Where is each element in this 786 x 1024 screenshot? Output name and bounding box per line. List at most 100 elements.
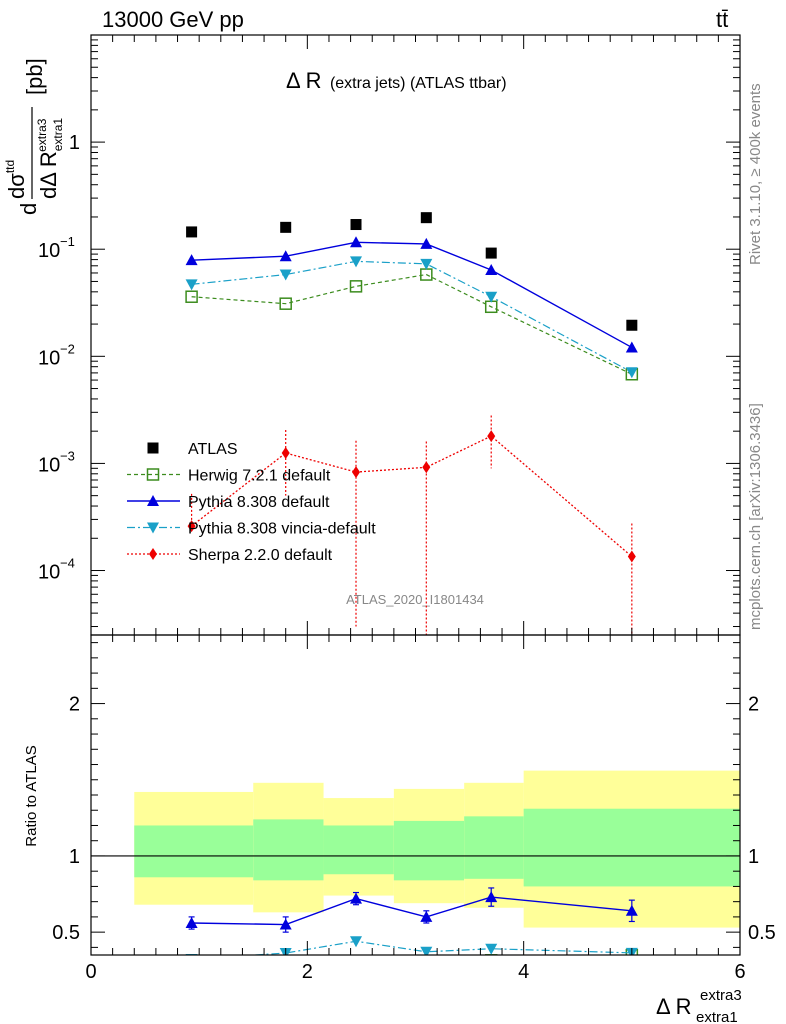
- series-pythia: [185, 236, 638, 353]
- point-atlas-4: [485, 247, 497, 259]
- point-sherpa-0: [187, 520, 196, 533]
- series-atlas: [186, 212, 638, 331]
- ratio-point-vincia-3: [420, 946, 433, 955]
- x-label-sub: extra1: [696, 1009, 738, 1024]
- y-tick-exp-3: −3: [60, 448, 75, 463]
- legend-entry-atlas: ATLAS: [147, 441, 238, 458]
- point-sherpa-5: [627, 550, 636, 563]
- title-main: Δ R: [286, 68, 321, 93]
- y-tick-label-0: 1: [69, 132, 80, 154]
- point-sherpa-2: [352, 466, 361, 479]
- ratio-point-pythia-5: [625, 904, 638, 916]
- ratio-point-pythia-2: [350, 892, 363, 904]
- x-axis-label: Δ R: [656, 994, 691, 1019]
- main-series: [185, 212, 639, 635]
- ratio-band-green-4: [464, 816, 524, 879]
- series-vincia: [185, 256, 638, 379]
- ratio-point-herwig-3: [421, 958, 432, 969]
- ratio-band-green-3: [393, 820, 465, 881]
- legend-label-sherpa: Sherpa 2.2.0 default: [188, 547, 333, 564]
- point-sherpa-3: [422, 461, 431, 474]
- y-label-d: d: [16, 203, 41, 215]
- main-frame: [90, 34, 741, 636]
- y-axis-label: d dσttd dΔ Rextra1extra3 [pb]: [3, 58, 65, 215]
- y-label-denominator: dΔ Rextra1extra3: [35, 118, 65, 199]
- point-pythia-4: [485, 263, 498, 275]
- y-label-numerator: dσttd: [3, 160, 29, 199]
- ratio-series-vincia: [185, 936, 638, 955]
- ratio-series-clipped: [185, 887, 639, 984]
- ratio-band-green-5: [523, 808, 740, 887]
- ratio-axis-label: Ratio to ATLAS: [23, 745, 40, 846]
- ratio-line-herwig: [619, 954, 632, 955]
- point-vincia-2: [350, 256, 363, 268]
- ratio-tick-label-right-0: 0.5: [748, 922, 776, 944]
- series-herwig: [185, 268, 639, 381]
- ratio-point-herwig-2: [351, 962, 362, 973]
- ratio-tick-label-left-2: 2: [69, 694, 80, 716]
- ratio-bands: [91, 770, 740, 928]
- series-sherpa: [187, 415, 636, 635]
- y-label-den-text: dΔ R: [36, 151, 61, 199]
- point-vincia-5: [625, 367, 638, 379]
- ratio-point-herwig-1: [280, 973, 291, 984]
- point-pythia-3: [420, 237, 433, 249]
- point-sherpa-1: [281, 447, 290, 460]
- ratio-series: [185, 887, 639, 984]
- x-tick-label-0: 0: [85, 961, 96, 983]
- ratio-series-pythia: [185, 887, 638, 933]
- legend-marker-vincia: [147, 522, 159, 534]
- ratio-tick-label-left-1: 1: [69, 846, 80, 868]
- y-tick-label-1: 10: [38, 240, 60, 262]
- analysis-id: ATLAS_2020_I1801434: [346, 592, 484, 607]
- legend-entry-pythia: Pythia 8.308 default: [127, 494, 330, 511]
- point-atlas-1: [280, 221, 292, 233]
- ratio-point-vincia-2: [350, 936, 363, 948]
- x-tick-label-2: 4: [518, 961, 529, 983]
- ratio-point-pythia-0: [185, 917, 198, 928]
- line-pythia: [191, 241, 633, 349]
- y-tick-label-4: 10: [38, 562, 60, 584]
- ratio-point-pythia-1: [279, 918, 292, 930]
- point-atlas-2: [350, 219, 362, 231]
- ratio-band-green-2: [323, 825, 394, 875]
- point-herwig-2: [349, 280, 363, 293]
- legend-marker-herwig: [146, 468, 160, 481]
- rivet-version: Rivet 3.1.10, ≥ 400k events: [747, 83, 764, 265]
- point-pythia-0: [185, 254, 198, 266]
- ratio-point-pythia-4: [485, 891, 498, 903]
- x-label-sup: extra3: [700, 987, 742, 1004]
- legend-entry-herwig: Herwig 7.2.1 default: [127, 468, 331, 485]
- y-label-den-sub: extra1: [51, 118, 65, 152]
- point-vincia-1: [279, 269, 292, 281]
- point-vincia-3: [420, 258, 433, 270]
- ratio-band-green-0: [134, 825, 254, 878]
- y-label-num-sup: ttd: [3, 160, 17, 173]
- x-tick-label-1: 2: [302, 961, 313, 983]
- ratio-point-vincia-4: [485, 943, 498, 955]
- legend-label-vincia: Pythia 8.308 vincia-default: [188, 521, 376, 538]
- y-label-den-sup: extra3: [35, 118, 49, 152]
- ratio-line-pythia: [191, 896, 632, 926]
- point-atlas-0: [186, 226, 198, 238]
- legend-entry-sherpa: Sherpa 2.2.0 default: [127, 547, 333, 564]
- y-label-unit: [pb]: [22, 58, 47, 95]
- point-sherpa-4: [487, 430, 496, 443]
- legend-marker-pythia: [147, 495, 159, 506]
- ratio-tick-label-left-0: 0.5: [52, 922, 80, 944]
- y-tick-label-2: 10: [38, 347, 60, 369]
- point-pythia-1: [279, 250, 292, 262]
- line-sherpa: [191, 435, 633, 558]
- point-herwig-1: [279, 297, 292, 310]
- title-sub: (extra jets) (ATLAS ttbar): [330, 75, 507, 92]
- energy-label: 13000 GeV pp: [102, 7, 244, 32]
- mcplots-reference: mcplots.cern.ch [arXiv:1306.3436]: [747, 403, 764, 630]
- legend-label-herwig: Herwig 7.2.1 default: [188, 468, 331, 485]
- process-label: tt̄: [716, 7, 728, 32]
- point-pythia-5: [625, 341, 638, 353]
- point-vincia-4: [485, 291, 498, 303]
- y-tick-exp-4: −4: [60, 556, 75, 571]
- ratio-band-green-1: [253, 819, 324, 881]
